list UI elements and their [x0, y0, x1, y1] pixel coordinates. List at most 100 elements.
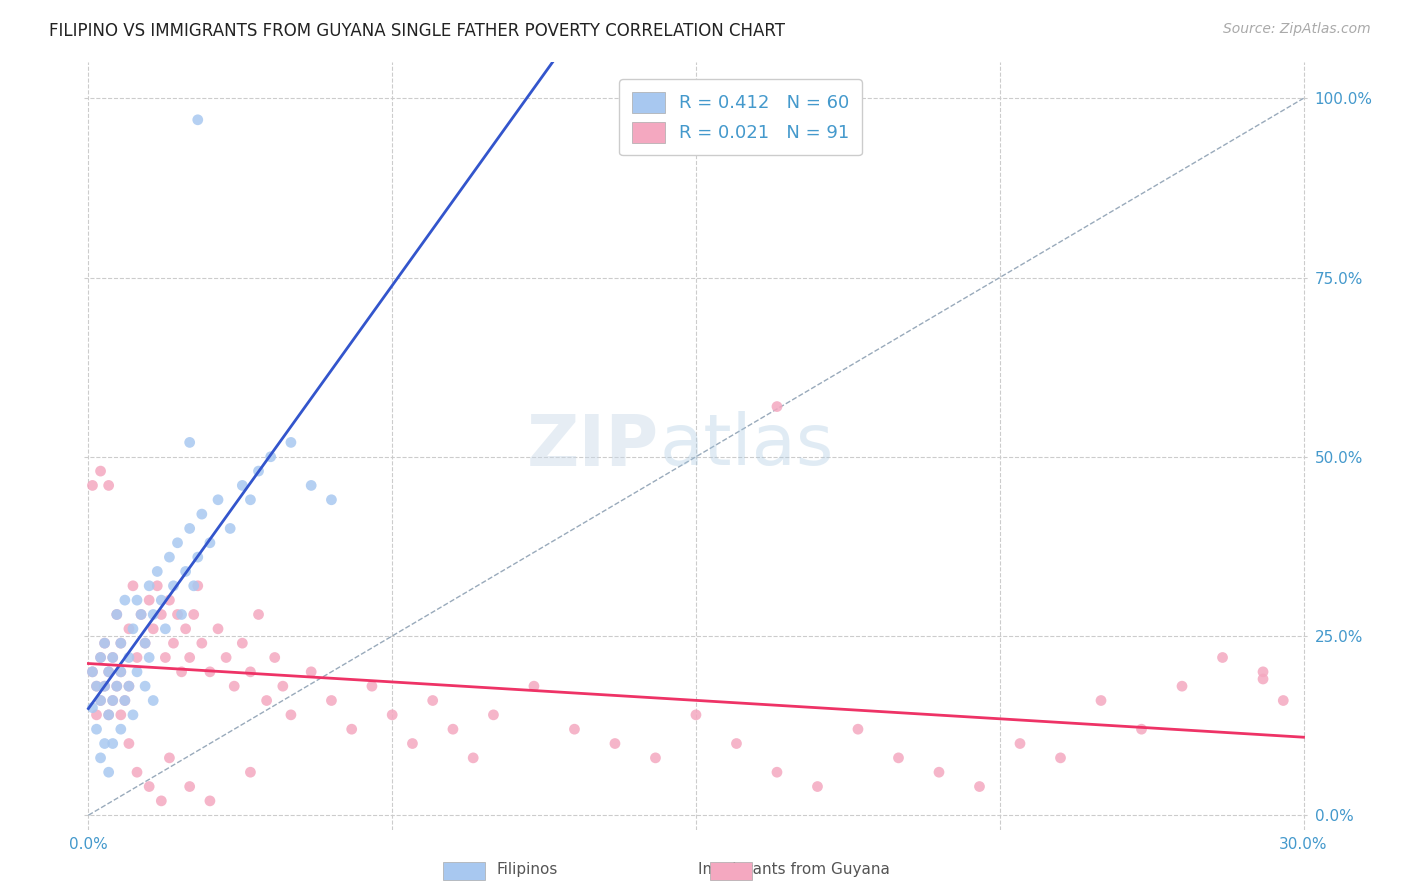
Point	[198, 665, 221, 679]
Point	[463, 751, 485, 765]
Point	[122, 707, 145, 722]
Point	[138, 579, 160, 593]
Point	[263, 650, 285, 665]
Point	[142, 693, 165, 707]
Point	[134, 636, 156, 650]
Point	[179, 521, 201, 535]
Point	[441, 722, 464, 736]
Point	[806, 780, 828, 794]
Point	[1008, 737, 1031, 751]
Point	[1090, 693, 1112, 707]
Point	[86, 722, 108, 736]
Point	[138, 650, 160, 665]
Point	[162, 579, 184, 593]
Point	[260, 450, 283, 464]
Point	[247, 607, 270, 622]
Point	[166, 536, 188, 550]
Text: ZIP: ZIP	[527, 411, 659, 481]
Point	[118, 650, 141, 665]
Point	[564, 722, 586, 736]
Point	[224, 679, 246, 693]
Point	[82, 478, 104, 492]
Text: FILIPINO VS IMMIGRANTS FROM GUYANA SINGLE FATHER POVERTY CORRELATION CHART: FILIPINO VS IMMIGRANTS FROM GUYANA SINGL…	[49, 22, 785, 40]
Point	[97, 707, 120, 722]
Point	[846, 722, 869, 736]
Point	[422, 693, 444, 707]
Point	[105, 679, 128, 693]
Point	[1272, 693, 1295, 707]
Point	[86, 679, 108, 693]
Point	[90, 650, 112, 665]
Text: Filipinos: Filipinos	[496, 863, 558, 877]
Point	[114, 693, 136, 707]
Point	[101, 693, 124, 707]
Point	[239, 665, 262, 679]
Point	[179, 780, 201, 794]
Point	[170, 607, 193, 622]
Point	[138, 780, 160, 794]
Point	[118, 737, 141, 751]
Point	[118, 679, 141, 693]
Point	[90, 751, 112, 765]
Point	[1212, 650, 1234, 665]
Legend: R = 0.412   N = 60, R = 0.021   N = 91: R = 0.412 N = 60, R = 0.021 N = 91	[620, 79, 862, 155]
Point	[90, 650, 112, 665]
Point	[157, 751, 180, 765]
Point	[122, 579, 145, 593]
Point	[101, 650, 124, 665]
Point	[122, 622, 145, 636]
Point	[105, 607, 128, 622]
Point	[114, 593, 136, 607]
Point	[280, 707, 302, 722]
Point	[685, 707, 707, 722]
Point	[86, 679, 108, 693]
Point	[969, 780, 991, 794]
Point	[207, 622, 229, 636]
Point	[183, 579, 205, 593]
Point	[231, 478, 253, 492]
Point	[179, 435, 201, 450]
Point	[1251, 672, 1274, 686]
Point	[118, 622, 141, 636]
Point	[150, 593, 173, 607]
Point	[101, 650, 124, 665]
Point	[174, 622, 197, 636]
Point	[928, 765, 950, 780]
Point	[381, 707, 404, 722]
Point	[93, 636, 115, 650]
Point	[97, 665, 120, 679]
Point	[1171, 679, 1194, 693]
Point	[231, 636, 253, 650]
Point	[114, 693, 136, 707]
Point	[134, 679, 156, 693]
Point	[219, 521, 242, 535]
Point	[239, 492, 262, 507]
Point	[1130, 722, 1153, 736]
Point	[97, 478, 120, 492]
Point	[162, 636, 184, 650]
Point	[125, 650, 148, 665]
Point	[129, 607, 152, 622]
Point	[340, 722, 363, 736]
Point	[97, 707, 120, 722]
Point	[146, 579, 169, 593]
Point	[215, 650, 238, 665]
Point	[1049, 751, 1071, 765]
Point	[239, 765, 262, 780]
Point	[110, 636, 132, 650]
Point	[887, 751, 910, 765]
Point	[157, 550, 180, 565]
Point	[93, 636, 115, 650]
Point	[110, 722, 132, 736]
Point	[90, 693, 112, 707]
Point	[321, 693, 343, 707]
Point	[125, 765, 148, 780]
Point	[170, 665, 193, 679]
Point	[134, 636, 156, 650]
Point	[90, 693, 112, 707]
Point	[271, 679, 294, 693]
Point	[166, 607, 188, 622]
Point	[174, 565, 197, 579]
Point	[142, 622, 165, 636]
Point	[207, 492, 229, 507]
